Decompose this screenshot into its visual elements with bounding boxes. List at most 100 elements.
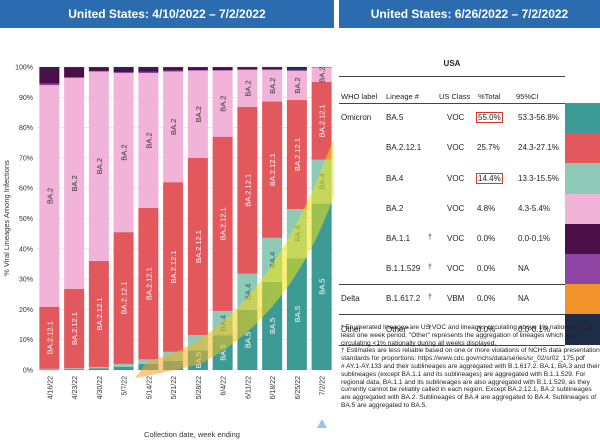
- bar-segment-b-1-1-529: [64, 76, 85, 78]
- table-divider: [339, 344, 565, 346]
- lineage-stacked-bar-chart: BA.2 BA.2.12.1 BA.2 BA.2.12.1 BA.2 BA.2.12.1 B…: [2, 65, 334, 439]
- table-cell-who: Delta: [341, 294, 360, 304]
- y-tick-label: 100%: [15, 65, 33, 72]
- chart-header: United States: 4/10/2022 – 7/2/2022: [0, 0, 334, 28]
- bar-label: BA.2.12.1: [169, 251, 178, 284]
- y-tick-label: 20%: [19, 307, 33, 314]
- table-cell-ci: 53.3-56.8%: [518, 113, 559, 123]
- table-divider: [339, 284, 565, 286]
- bar-segment-ba-5: [286, 258, 307, 370]
- y-axis-label: % Viral Lineages Among Infections: [2, 160, 11, 276]
- y-tick-label: 40%: [19, 246, 33, 253]
- bar-label: BA.5: [293, 306, 302, 322]
- table-cell-pct: 0.0%: [477, 233, 496, 243]
- table-cell-pct: 14.4%: [476, 172, 503, 184]
- bar-segment-ba-2-12-1: [113, 232, 134, 364]
- x-tick-label: 6/25/22: [295, 376, 302, 399]
- x-tick-label: 5/28/22: [196, 376, 203, 399]
- footnotes: * Enumerated lineages are US VOC and lin…: [341, 324, 600, 410]
- table-cell-lineage: BA.4: [386, 173, 404, 183]
- table-divider: [339, 103, 565, 104]
- bar-segment-ba-2-12-1: [39, 306, 60, 369]
- growth-highlight-stroke: [135, 138, 334, 378]
- bar-label: BA.5: [318, 279, 327, 295]
- bar-segment-ba-5: [88, 368, 109, 370]
- bar-segment-ba-1-1: [212, 67, 233, 71]
- bar-segment-other: [113, 67, 134, 69]
- bar-segment-other: [187, 67, 208, 68]
- bar-segment-ba-2: [64, 77, 85, 289]
- col-ci: 95%CI: [516, 92, 539, 101]
- y-tick-label: 10%: [19, 337, 33, 344]
- footnote: † Estimates are less reliable based on o…: [341, 347, 600, 363]
- table-cell-pct: 0.0%: [477, 324, 496, 334]
- bar-segment-b-1-1-529: [262, 69, 283, 71]
- bar-label: BA.2: [70, 175, 79, 191]
- bar-segment-other: [39, 67, 60, 69]
- bar-label: BA.4: [268, 252, 277, 268]
- table-cell-pct: 55.0%: [476, 112, 503, 124]
- bar-segment-ba-2: [286, 70, 307, 101]
- bar-segment-ba-2: [187, 70, 208, 158]
- y-tick-label: 50%: [19, 216, 33, 223]
- bar-label: BA.2: [268, 78, 277, 94]
- bar-segment-other: [262, 67, 283, 68]
- table-cell-ci: NA: [518, 264, 530, 274]
- bar-segment-ba-1-1: [286, 69, 307, 71]
- bar-segment-ba-4: [64, 368, 85, 370]
- bar-label: BA.2.12.1: [45, 321, 54, 354]
- table-cell-ci: 0.0-0.1%: [518, 324, 551, 334]
- bar-segment-ba-5: [39, 369, 60, 370]
- table-cell-lineage: Other*: [386, 324, 410, 334]
- col-who-label: WHO label: [341, 92, 378, 101]
- table-cell-ci: 13.3-15.5%: [518, 173, 559, 183]
- bar-label: BA.2: [144, 132, 153, 148]
- bar-segment-ba-1-1: [88, 67, 109, 71]
- bar-segment-other: [88, 67, 109, 68]
- bar-segment-ba-2: [237, 70, 258, 107]
- bar-segment-other: [163, 67, 184, 68]
- bar-segment-ba-2-12-1: [311, 81, 332, 160]
- bar-label: BA.2: [120, 144, 129, 160]
- lineage-color-swatch: [565, 133, 600, 164]
- bar-segment-other: [286, 67, 307, 70]
- footnote: # AY.1-AY.133 and their sublineages are …: [341, 362, 600, 409]
- bar-segment-other: [212, 67, 233, 68]
- y-tick-label: 0%: [23, 368, 33, 375]
- bar-label: BA.5: [243, 332, 252, 348]
- bar-label: BA.2.12.1: [144, 267, 153, 300]
- bar-label: BA.2: [169, 119, 178, 135]
- x-axis-label: Collection date, week ending: [144, 430, 240, 439]
- bar-label: BA.2: [318, 66, 327, 82]
- bar-segment-other: [64, 67, 85, 68]
- table-cell-who: Omicron: [341, 113, 372, 123]
- bar-segment-other: [237, 67, 258, 68]
- bar-segment-ba-2-12-1: [237, 106, 258, 274]
- bar-segment-b-1-1-529: [39, 83, 60, 86]
- bar-label: BA.2.12.1: [318, 104, 327, 137]
- bar-label: BA.4: [243, 284, 252, 300]
- table-cell-dagger: †: [428, 324, 432, 332]
- bar-segment-ba-2: [311, 67, 332, 82]
- table-cell-lineage: BA.2: [386, 203, 404, 213]
- table-divider: [339, 314, 565, 316]
- bar-segment-ba-2-12-1: [163, 182, 184, 352]
- table-header: United States: 6/26/2022 – 7/2/2022: [339, 0, 600, 28]
- bar-segment-ba-5: [113, 366, 134, 370]
- bar-label: BA.2.12.1: [95, 297, 104, 330]
- bar-segment-ba-1-1: [262, 67, 283, 70]
- bar-label: BA.2: [219, 96, 228, 112]
- bar-segment-ba-1-1: [163, 67, 184, 71]
- lineage-color-swatch: [565, 193, 600, 224]
- bar-segment-ba-2: [163, 71, 184, 183]
- table-cell-pct: 0.0%: [477, 294, 496, 304]
- bar-segment-b-1-1-529: [88, 70, 109, 72]
- bar-segment-b-1-1-529: [187, 70, 208, 71]
- table-cell-dagger: †: [428, 294, 432, 302]
- bar-label: BA.2.12.1: [194, 230, 203, 263]
- lineage-color-swatch: [565, 163, 600, 194]
- x-tick-label: 7/2/22: [320, 376, 327, 396]
- bar-label: BA.2.12.1: [219, 207, 228, 240]
- table-cell-ci: NA: [518, 294, 530, 304]
- bar-segment-b-1-1-529: [138, 71, 159, 74]
